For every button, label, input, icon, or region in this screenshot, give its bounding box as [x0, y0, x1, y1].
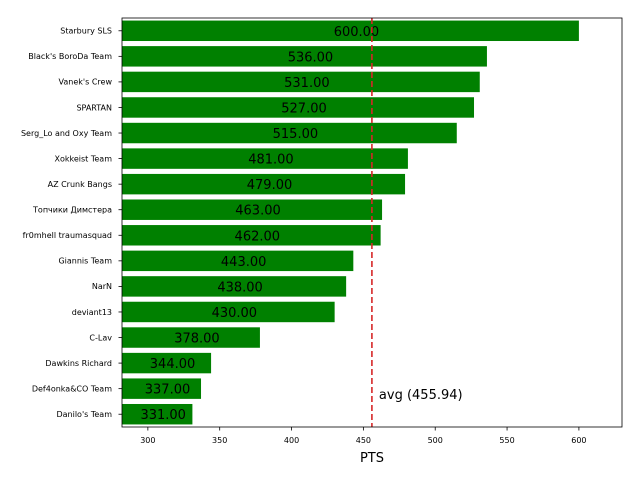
- y-tick-label: fr0mhell traumasquad: [23, 231, 112, 240]
- bar-value-label: 515.00: [273, 127, 319, 142]
- bar: [122, 122, 457, 144]
- bar: [122, 352, 212, 374]
- y-tick-label: Serg_Lo and Oxy Team: [21, 129, 112, 138]
- bar-value-label: 337.00: [145, 383, 191, 398]
- x-tick-label: 300: [140, 436, 155, 445]
- bar: [122, 327, 260, 348]
- bar-value-label: 481.00: [248, 153, 294, 168]
- x-tick-label: 400: [284, 436, 299, 445]
- bar-value-label: 462.00: [235, 229, 281, 244]
- bar: [122, 173, 406, 195]
- x-tick-label: 550: [499, 436, 514, 445]
- bar: [122, 301, 335, 323]
- bar-value-label: 430.00: [212, 306, 258, 321]
- bar-value-label: 479.00: [247, 178, 293, 193]
- bar-value-label: 536.00: [288, 50, 334, 65]
- bar: [122, 148, 408, 169]
- y-tick-label: Vanek's Crew: [59, 78, 113, 87]
- bar-value-label: 531.00: [284, 76, 330, 91]
- x-axis-ticks: 300 350 400 450 500 550 600: [140, 427, 587, 445]
- x-tick-label: 450: [356, 436, 371, 445]
- y-tick-label: deviant13: [72, 308, 112, 317]
- bar: [122, 250, 354, 272]
- y-tick-label: Xokkeist Team: [55, 154, 113, 163]
- y-tick-label: Starbury SLS: [60, 27, 112, 36]
- bar: [122, 97, 475, 118]
- bar: [122, 71, 480, 93]
- bar: [122, 378, 202, 399]
- y-tick-label: Def4onka&CO Team: [32, 384, 112, 393]
- bar-value-label: 438.00: [217, 280, 263, 295]
- y-tick-label: NarN: [92, 282, 112, 291]
- x-tick-label: 500: [428, 436, 443, 445]
- y-tick-label: SPARTAN: [76, 103, 112, 112]
- bar: [122, 403, 193, 425]
- y-tick-label: Giannis Team: [58, 257, 112, 266]
- plot-frame: [121, 17, 623, 428]
- y-tick-label: AZ Crunk Bangs: [48, 180, 112, 189]
- y-tick-label: Топчики Димстера: [32, 206, 112, 215]
- bar-value-label: 600.00: [334, 25, 380, 40]
- x-tick-label: 600: [571, 436, 586, 445]
- bar: [122, 46, 487, 67]
- bar-value-label: 344.00: [150, 357, 196, 372]
- bars-group: [122, 20, 579, 425]
- bar: [122, 225, 381, 246]
- bar-value-label: 331.00: [140, 408, 186, 423]
- x-axis-label: PTS: [360, 451, 384, 466]
- y-tick-label: C-Lav: [89, 333, 112, 342]
- bar-value-label: 443.00: [221, 255, 267, 270]
- bar-value-label: 463.00: [235, 204, 281, 219]
- bar: [122, 199, 383, 220]
- y-tick-label: Black's BoroDa Team: [28, 52, 112, 61]
- x-tick-label: 350: [212, 436, 227, 445]
- y-tick-label: Dawkins Richard: [45, 359, 112, 368]
- bar: [122, 20, 579, 42]
- bar-value-label: 527.00: [281, 101, 327, 116]
- bar-value-label: 378.00: [174, 332, 220, 347]
- bar: [122, 276, 347, 297]
- average-label: avg (455.94): [379, 388, 463, 403]
- y-axis-ticks: Starbury SLS Black's BoroDa Team Vanek's C…: [21, 27, 122, 419]
- y-tick-label: Danilo's Team: [56, 410, 112, 419]
